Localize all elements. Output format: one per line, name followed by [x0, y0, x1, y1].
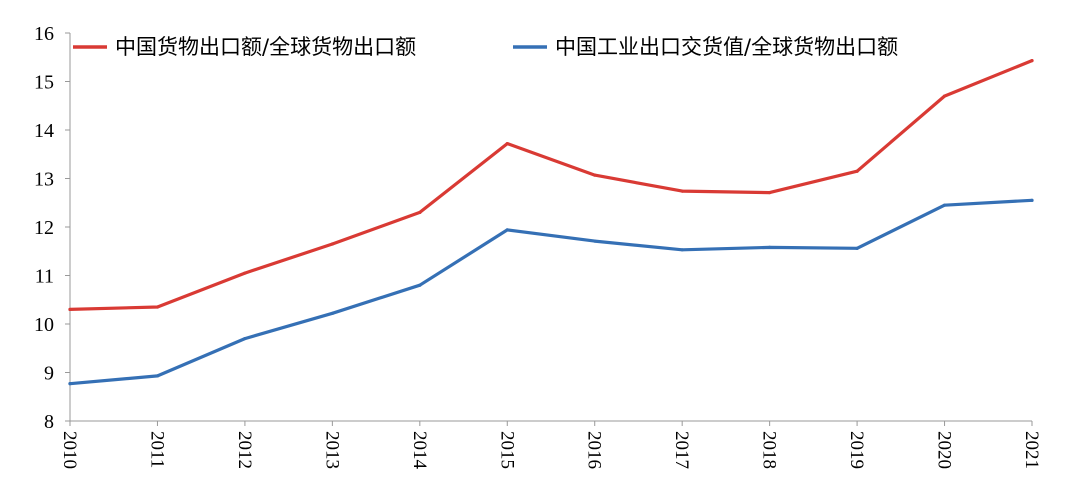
legend: 中国货物出口额/全球货物出口额 中国工业出口交货值/全球货物出口额: [73, 35, 898, 59]
x-tick-label: 2012: [234, 431, 255, 469]
x-tick-label: 2016: [584, 431, 605, 469]
y-tick-label: 15: [34, 72, 54, 94]
series-0-point: [768, 190, 772, 195]
series-1-point: [68, 382, 72, 386]
series-0-point: [155, 305, 160, 309]
series-1-point: [768, 245, 772, 249]
y-tick-label: 14: [34, 120, 54, 142]
series-1-point: [942, 203, 947, 207]
y-tick-label: 13: [34, 169, 54, 191]
axes: 8 9 10 11 12 13 14 15 16 2010 2011 2012 2013 2014 2015…: [34, 23, 1042, 470]
x-tick-label: 2013: [321, 431, 342, 469]
legend-label-0: 中国货物出口额/全球货物出口额: [115, 35, 416, 59]
series-1-point: [418, 283, 422, 287]
series-1-point: [1030, 198, 1034, 202]
y-tick-label: 10: [34, 314, 54, 336]
series-0-point: [680, 189, 684, 193]
series-1-point: [505, 228, 509, 232]
series-1-point: [330, 311, 334, 315]
x-tick-label: 2018: [759, 431, 780, 469]
series-0-point: [1030, 59, 1034, 63]
series-0-point: [418, 210, 422, 215]
x-tick-label: 2010: [59, 431, 80, 469]
series-0-point: [593, 173, 597, 177]
x-tick-label: 2014: [409, 431, 430, 470]
y-tick-label: 8: [44, 411, 54, 433]
series-0-point: [505, 141, 509, 146]
series-line-0: [68, 58, 1034, 311]
series-1-point: [243, 336, 247, 341]
x-tick-label: 2011: [146, 431, 167, 468]
series-1-point: [680, 248, 684, 252]
y-tick-label: 9: [44, 363, 54, 385]
legend-label-1: 中国工业出口交货值/全球货物出口额: [555, 35, 898, 59]
series-1-point: [155, 374, 160, 378]
series-0-point: [855, 169, 859, 173]
series-1-point: [593, 239, 597, 243]
series-0-point: [68, 307, 72, 312]
x-tick-label: 2015: [496, 431, 517, 469]
x-tick-label: 2021: [1021, 431, 1042, 469]
x-tick-label: 2017: [671, 431, 692, 469]
x-tick-label: 2020: [934, 431, 955, 469]
y-tick-label: 11: [35, 266, 54, 288]
series-line-1: [68, 198, 1034, 386]
series-1-point: [855, 246, 859, 250]
y-tick-label: 16: [34, 23, 54, 45]
series-0-point: [243, 271, 247, 275]
series-0-point: [330, 242, 334, 246]
x-tick-label: 2019: [846, 431, 867, 469]
series-0-point: [942, 94, 947, 98]
y-tick-label: 12: [34, 217, 54, 239]
series-layer: [68, 58, 1034, 386]
